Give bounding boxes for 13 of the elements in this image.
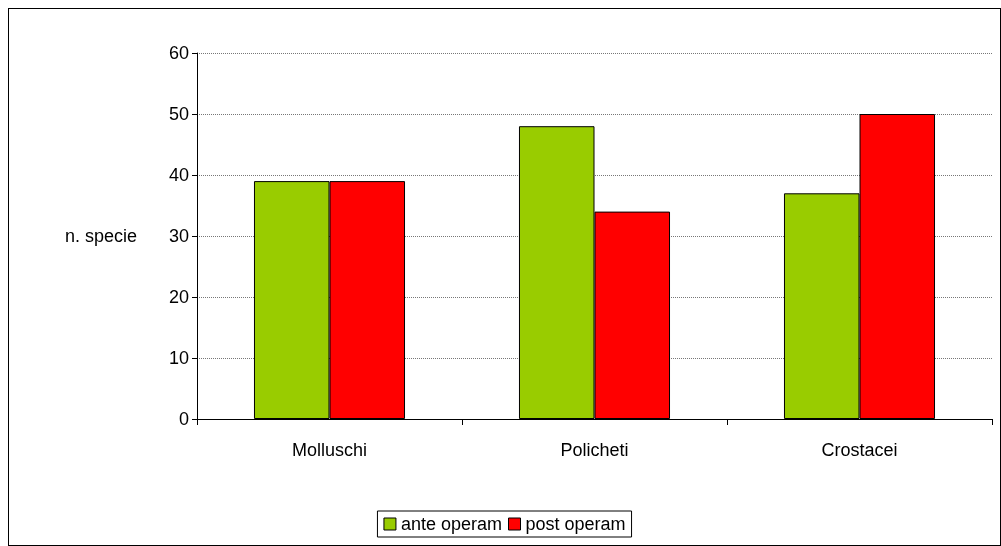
y-axis-title: n. specie <box>64 226 137 246</box>
y-tick-label: 60 <box>168 43 189 63</box>
x-tick-label: Crostacei <box>821 440 898 460</box>
y-tick-label: 20 <box>168 287 189 307</box>
y-tick-label: 0 <box>178 409 189 429</box>
y-tick-label: 40 <box>168 165 189 185</box>
legend-label: ante operam <box>400 514 503 534</box>
x-tick-label: Policheti <box>560 440 629 460</box>
x-tick-label: Molluschi <box>291 440 368 460</box>
y-tick-label: 50 <box>168 104 189 124</box>
y-tick-label: 10 <box>168 348 189 368</box>
y-tick-label: 30 <box>168 226 189 246</box>
legend-label: post operam <box>525 514 626 534</box>
